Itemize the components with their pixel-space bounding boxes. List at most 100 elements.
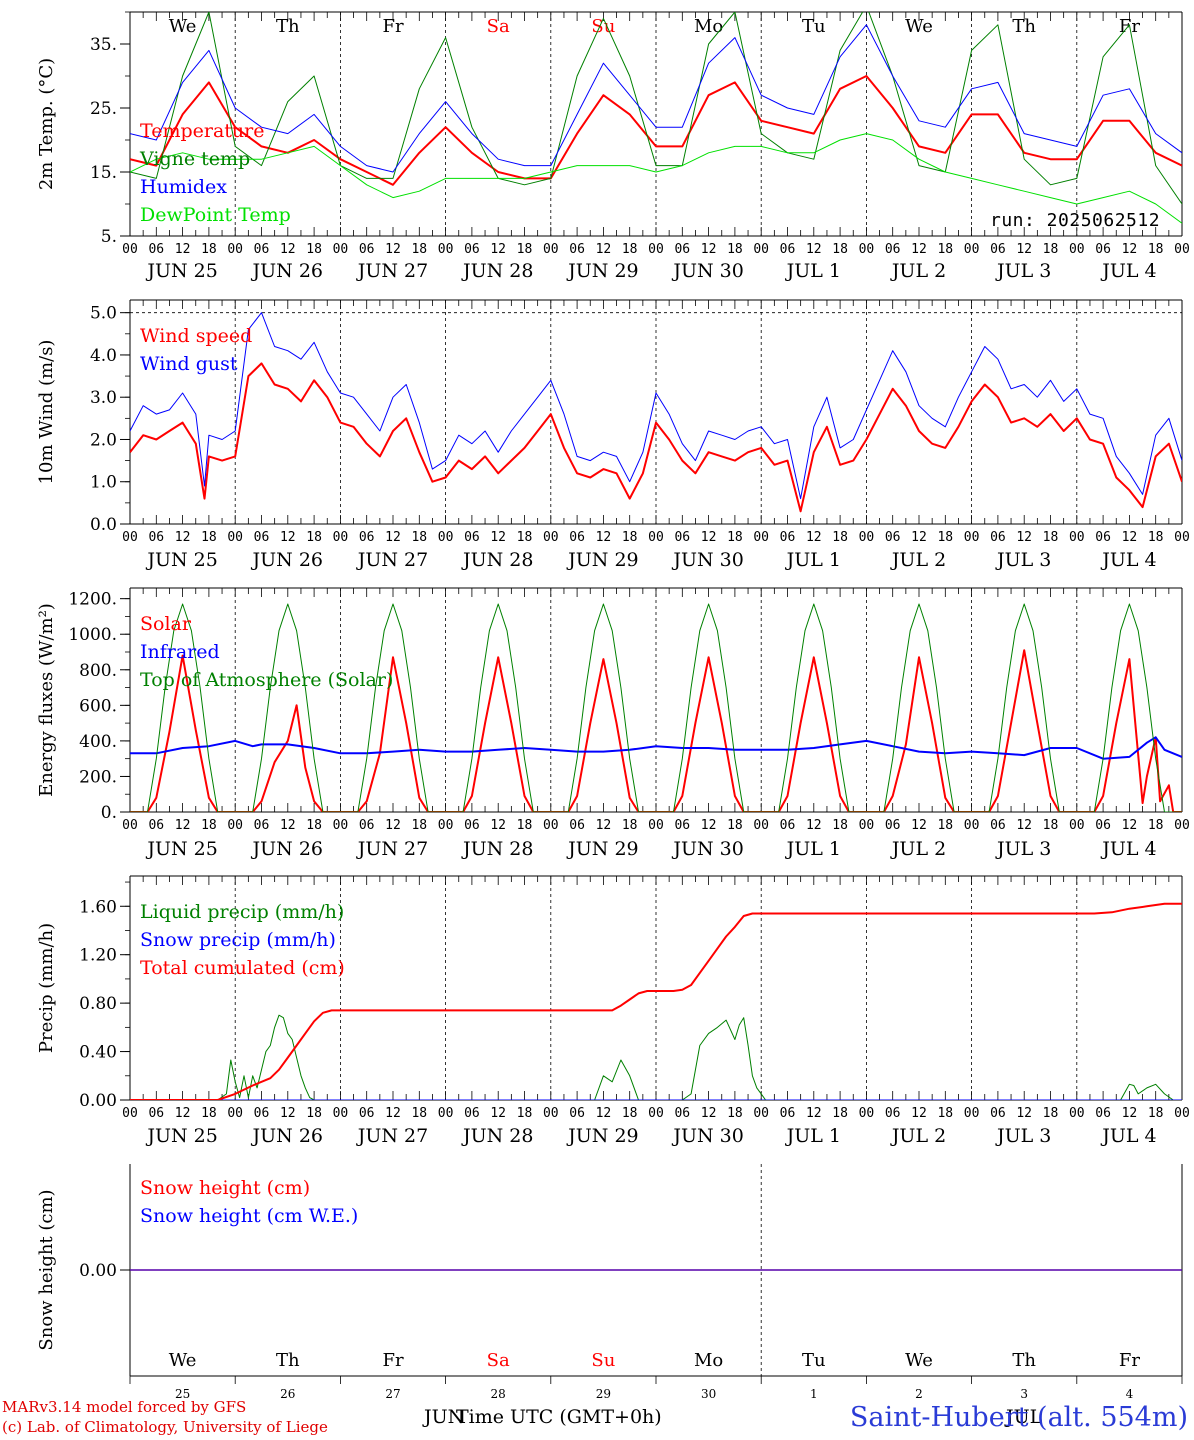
series-top-of-atmosphere-solar- xyxy=(130,603,1182,812)
x-tick-label: 18 xyxy=(727,818,743,833)
x-tick-label: 12 xyxy=(490,242,506,257)
x-tick-label: 00 xyxy=(333,1106,349,1121)
x-tick-label: 00 xyxy=(333,818,349,833)
x-tick-label: 12 xyxy=(490,530,506,545)
x-tick-label: 00 xyxy=(859,530,875,545)
x-tick-label: 18 xyxy=(1148,530,1164,545)
x-tick-label: 12 xyxy=(911,818,927,833)
y-tick-label: 35. xyxy=(90,35,117,55)
x-tick-label: 06 xyxy=(569,242,585,257)
x-date-label: JUN 29 xyxy=(566,260,638,282)
x-tick-label: 12 xyxy=(806,1106,822,1121)
x-tick-label: 06 xyxy=(464,818,480,833)
x-date-label: JUN 27 xyxy=(356,260,428,282)
x-tick-label: 00 xyxy=(227,1106,243,1121)
y-tick-label: 1000. xyxy=(68,625,117,645)
x-date-label: JUL 4 xyxy=(1100,260,1156,282)
panel-temp: 00 06 12 18 00 06 12 18 00 06 12 18 00 06 12 18 00 06 12 18… xyxy=(36,11,1190,282)
x-tick-label: 12 xyxy=(280,242,296,257)
x-tick-label: 06 xyxy=(780,1106,796,1121)
x-date-label: JUL 1 xyxy=(785,1125,841,1147)
x-date-label: JUL 2 xyxy=(890,260,946,282)
y-tick-label: 600. xyxy=(79,696,117,716)
x-date-label: JUL 1 xyxy=(785,260,841,282)
x-tick-label: 00 xyxy=(1174,818,1190,833)
x-tick-label: 12 xyxy=(701,818,717,833)
legend-entry: Vigne temp xyxy=(139,148,250,170)
x-tick-label: 12 xyxy=(175,1106,191,1121)
y-tick-label: 1.0 xyxy=(90,473,117,493)
x-tick-label: 06 xyxy=(780,242,796,257)
x-tick-label: 06 xyxy=(569,1106,585,1121)
x-tick-label: 00 xyxy=(438,1106,454,1121)
x-tick-label: 18 xyxy=(832,1106,848,1121)
x-date-label: JUL 2 xyxy=(890,549,946,571)
x-date-label: JUN 30 xyxy=(671,1125,743,1147)
x-tick-label: 12 xyxy=(701,242,717,257)
x-date-label: JUN 28 xyxy=(461,260,533,282)
x-tick-label: 06 xyxy=(359,530,375,545)
x-tick-label: 00 xyxy=(648,1106,664,1121)
x-date-label: JUL 3 xyxy=(995,549,1051,571)
x-tick-label: 00 xyxy=(859,242,875,257)
day-name: Tu xyxy=(802,1350,826,1371)
x-tick-label: 00 xyxy=(859,818,875,833)
x-tick-label: 00 xyxy=(122,1106,138,1121)
y-tick-label: 5. xyxy=(101,227,117,247)
day-name: Sa xyxy=(487,1350,510,1371)
legend-entry: Infrared xyxy=(140,641,220,663)
y-tick-label: 0.0 xyxy=(90,515,117,535)
x-tick-label: 06 xyxy=(780,530,796,545)
x-tick-label: 00 xyxy=(1174,242,1190,257)
x-tick-label: 18 xyxy=(201,818,217,833)
x-tick-label: 18 xyxy=(517,242,533,257)
x-tick-label: 12 xyxy=(1122,242,1138,257)
x-tick-label: 00 xyxy=(964,242,980,257)
x-tick-label: 18 xyxy=(411,242,427,257)
x-tick-label: 18 xyxy=(411,1106,427,1121)
day-number: 1 xyxy=(810,1387,818,1401)
x-tick-label: 06 xyxy=(885,530,901,545)
x-tick-label: 12 xyxy=(490,1106,506,1121)
legend-entry: Humidex xyxy=(140,176,227,198)
legend-entry: Wind gust xyxy=(140,353,238,375)
day-name: Th xyxy=(1012,16,1036,37)
x-date-label: JUL 2 xyxy=(890,1125,946,1147)
series-dewpoint-temp xyxy=(130,133,1182,224)
x-tick-label: 00 xyxy=(753,530,769,545)
x-tick-label: 06 xyxy=(569,530,585,545)
series-solar xyxy=(130,649,1182,812)
x-tick-label: 18 xyxy=(832,242,848,257)
x-date-label: JUN 25 xyxy=(145,838,217,860)
day-number: 30 xyxy=(701,1387,716,1401)
y-axis-label: 10m Wind (m/s) xyxy=(36,340,57,485)
x-tick-label: 12 xyxy=(596,242,612,257)
x-tick-label: 06 xyxy=(990,818,1006,833)
y-tick-label: 1200. xyxy=(68,590,117,610)
x-tick-label: 00 xyxy=(648,530,664,545)
x-tick-label: 18 xyxy=(306,818,322,833)
y-tick-label: 0. xyxy=(101,803,117,823)
x-tick-label: 18 xyxy=(306,530,322,545)
series-wind-gust xyxy=(130,312,1182,500)
x-tick-label: 00 xyxy=(438,242,454,257)
x-tick-label: 06 xyxy=(674,818,690,833)
x-date-label: JUN 30 xyxy=(671,260,743,282)
y-axis-label: Snow height (cm) xyxy=(36,1189,57,1350)
x-tick-label: 00 xyxy=(753,818,769,833)
x-tick-label: 12 xyxy=(175,530,191,545)
x-tick-label: 00 xyxy=(227,530,243,545)
day-name: Mo xyxy=(694,1350,723,1371)
y-tick-label: 1.60 xyxy=(79,897,117,917)
day-number: 27 xyxy=(385,1387,400,1401)
x-tick-label: 06 xyxy=(254,530,270,545)
x-date-label: JUL 1 xyxy=(785,838,841,860)
x-date-label: JUN 26 xyxy=(251,549,323,571)
y-axis-label: Energy fluxes (W/m²) xyxy=(36,603,57,797)
x-tick-label: 18 xyxy=(411,530,427,545)
x-tick-label: 18 xyxy=(306,1106,322,1121)
x-date-label: JUL 4 xyxy=(1100,549,1156,571)
x-tick-label: 18 xyxy=(1148,818,1164,833)
x-date-label: JUN 25 xyxy=(145,1125,217,1147)
x-tick-label: 18 xyxy=(727,242,743,257)
